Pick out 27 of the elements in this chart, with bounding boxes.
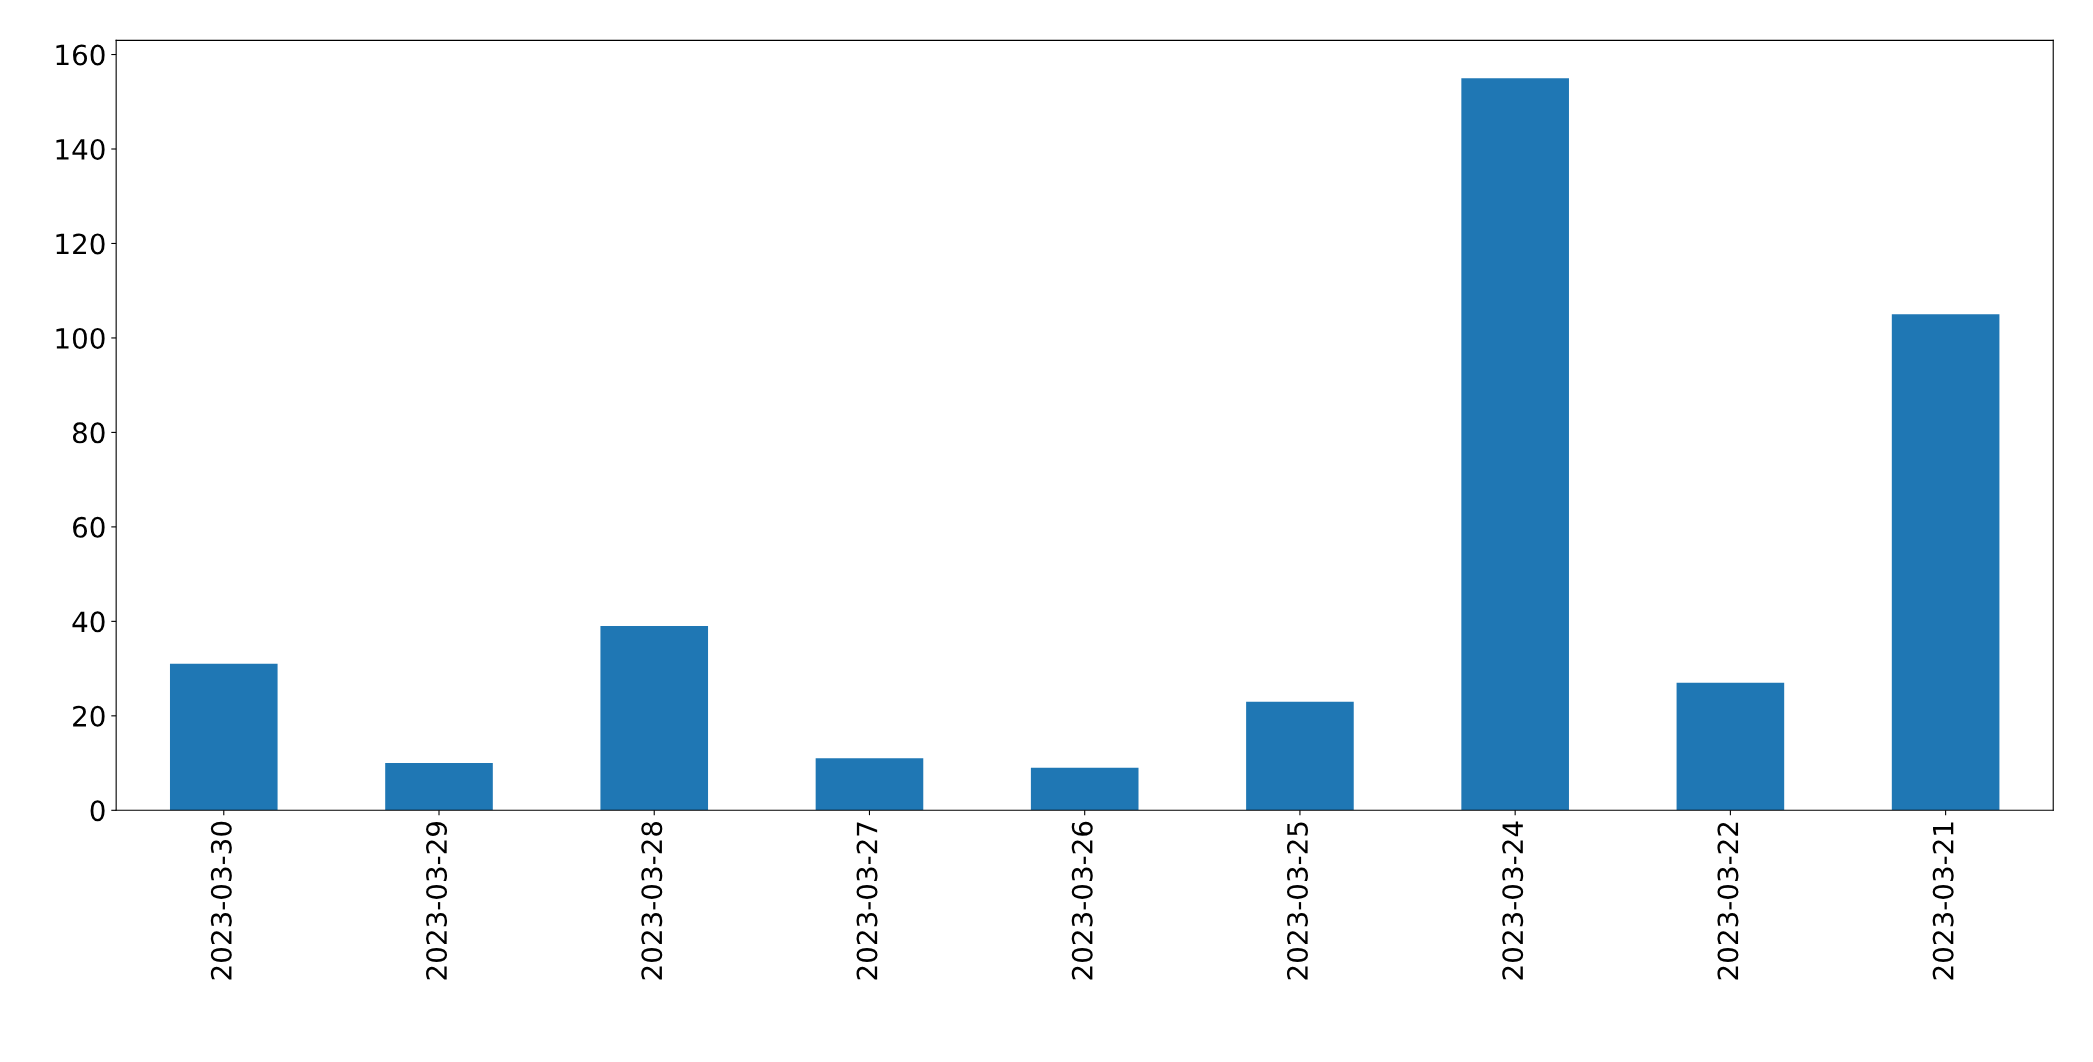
bar (1676, 682, 1785, 811)
y-tick-label: 100 (56, 327, 105, 349)
bar (1246, 701, 1354, 811)
y-tick-label: 0 (90, 800, 105, 822)
x-tick-label: 2023-03-21 (1932, 822, 1954, 980)
x-tick-label: 2023-03-29 (426, 821, 448, 980)
bar (1891, 314, 2000, 811)
x-tick-label: 2023-03-22 (1717, 822, 1739, 980)
y-tick-label: 160 (56, 44, 105, 66)
x-tick-label: 2023-03-24 (1502, 821, 1524, 980)
x-tick-label: 2023-03-28 (641, 821, 663, 980)
x-tick-label: 2023-03-30 (210, 821, 232, 980)
y-tick-label: 120 (56, 233, 105, 255)
bar (385, 763, 493, 811)
x-tick-label: 2023-03-26 (1071, 821, 1093, 980)
y-tick-label: 20 (73, 705, 105, 727)
bar (815, 758, 924, 811)
bar (1461, 78, 1569, 811)
y-tick-label: 40 (72, 611, 105, 633)
y-tick-label: 60 (73, 516, 105, 538)
bar (600, 626, 709, 811)
bar (169, 663, 278, 811)
y-tick-label: 140 (56, 138, 105, 160)
x-tick-label: 2023-03-27 (856, 822, 878, 980)
x-tick-label: 2023-03-25 (1286, 822, 1308, 980)
y-tick-label: 80 (72, 422, 105, 444)
bar (1030, 767, 1139, 811)
